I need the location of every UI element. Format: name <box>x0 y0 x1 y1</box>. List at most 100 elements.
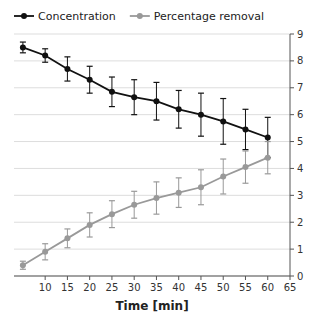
error-bar-cap <box>87 66 93 67</box>
point <box>242 164 248 170</box>
y2-tick-label: 8 <box>297 55 303 66</box>
series <box>20 142 271 270</box>
background <box>0 0 320 320</box>
x-tick <box>178 276 179 280</box>
x-tick <box>245 276 246 280</box>
point <box>64 235 70 241</box>
error-bar-cap <box>20 41 26 42</box>
y2-tick <box>290 249 294 250</box>
error-bar <box>242 151 248 183</box>
grid-line <box>14 276 290 277</box>
error-bar-cap <box>87 212 93 213</box>
x-tick-label: 15 <box>61 282 74 293</box>
x-tick-label: 65 <box>284 282 297 293</box>
x-tick <box>89 276 90 280</box>
error-bar-cap <box>176 207 182 208</box>
point <box>242 126 248 132</box>
y2-tick <box>290 34 294 35</box>
error-bar-cap <box>64 80 70 81</box>
legend-marker <box>21 13 27 19</box>
x-tick <box>267 276 268 280</box>
error-bar <box>109 201 115 228</box>
point <box>87 222 93 228</box>
grid-line <box>14 141 290 142</box>
x-tick-label: 35 <box>150 282 163 293</box>
series-line <box>23 158 268 266</box>
grid-line <box>14 168 290 169</box>
error-bar-cap <box>153 214 159 215</box>
error-bar <box>87 66 93 93</box>
grid-line <box>14 195 290 196</box>
x-tick <box>156 276 157 280</box>
grid-line <box>14 87 290 88</box>
legend: ConcentrationPercentage removal <box>14 10 264 23</box>
chart: 1015202530354045505560650123456789Time [… <box>0 0 320 320</box>
point <box>42 249 48 255</box>
x-tick-label: 20 <box>83 282 96 293</box>
error-bar-cap <box>265 173 271 174</box>
x-tick-label: 60 <box>261 282 274 293</box>
error-bar <box>20 261 26 269</box>
error-bar <box>220 99 226 145</box>
point <box>153 98 159 104</box>
y2-tick-label: 1 <box>297 244 303 255</box>
point <box>265 135 271 141</box>
error-bar-cap <box>20 269 26 270</box>
error-bar-cap <box>176 90 182 91</box>
legend-marker <box>137 13 143 19</box>
y2-tick-label: 4 <box>297 163 303 174</box>
point <box>87 77 93 83</box>
error-bar-cap <box>220 98 226 99</box>
error-bar <box>265 142 271 174</box>
error-bar-cap <box>198 204 204 205</box>
error-bar <box>87 213 93 237</box>
error-bar-cap <box>20 52 26 53</box>
point <box>153 195 159 201</box>
error-bar-cap <box>265 141 271 142</box>
error-bar-cap <box>198 169 204 170</box>
series-line <box>23 47 268 137</box>
error-bar <box>131 80 137 115</box>
error-bar-cap <box>109 106 115 107</box>
x-tick <box>290 276 291 280</box>
point <box>198 184 204 190</box>
error-bar <box>20 42 26 53</box>
x-tick-label: 45 <box>195 282 208 293</box>
error-bar <box>42 244 48 260</box>
error-bar-cap <box>64 247 70 248</box>
error-bar-cap <box>131 191 137 192</box>
y2-tick <box>290 168 294 169</box>
point <box>220 174 226 180</box>
point <box>20 262 26 268</box>
error-bar <box>131 191 137 218</box>
error-bar <box>153 82 159 120</box>
error-bar-cap <box>220 158 226 159</box>
error-bar-cap <box>242 109 248 110</box>
error-bar <box>242 109 248 149</box>
error-bar <box>64 229 70 248</box>
y2-tick-label: 7 <box>297 82 303 93</box>
error-bar <box>42 49 48 62</box>
error-bar-cap <box>242 150 248 151</box>
x-tick-label: 55 <box>239 282 252 293</box>
y2-tick <box>290 276 294 277</box>
x-axis-line <box>14 276 290 277</box>
y2-tick-label: 0 <box>297 271 303 282</box>
error-bar-cap <box>42 62 48 63</box>
error-bar-cap <box>153 82 159 83</box>
error-bar-cap <box>109 200 115 201</box>
grid-line <box>14 222 290 223</box>
error-bar-cap <box>20 261 26 262</box>
error-bar <box>176 90 182 128</box>
y2-tick-label: 5 <box>297 136 303 147</box>
point <box>109 211 115 217</box>
error-bar-cap <box>131 79 137 80</box>
y2-tick-label: 6 <box>297 109 303 120</box>
error-bar-cap <box>42 48 48 49</box>
point <box>220 118 226 124</box>
error-bar-cap <box>176 177 182 178</box>
point <box>198 112 204 118</box>
error-bar-cap <box>176 128 182 129</box>
grid-line <box>14 34 290 35</box>
y2-axis-line <box>290 34 291 276</box>
